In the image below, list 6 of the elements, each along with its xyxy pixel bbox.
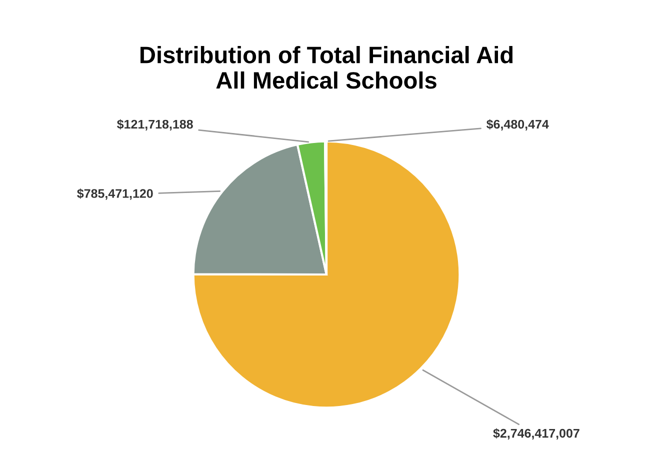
data-label: $2,746,417,007	[493, 428, 580, 440]
chart-title: Distribution of Total Financial Aid All Medical Schools	[140, 46, 513, 89]
data-label: $785,471,120	[77, 188, 153, 200]
pie-slice	[192, 140, 461, 409]
data-label: $6,480,474	[486, 119, 549, 130]
data-label: $121,718,188	[117, 119, 193, 130]
